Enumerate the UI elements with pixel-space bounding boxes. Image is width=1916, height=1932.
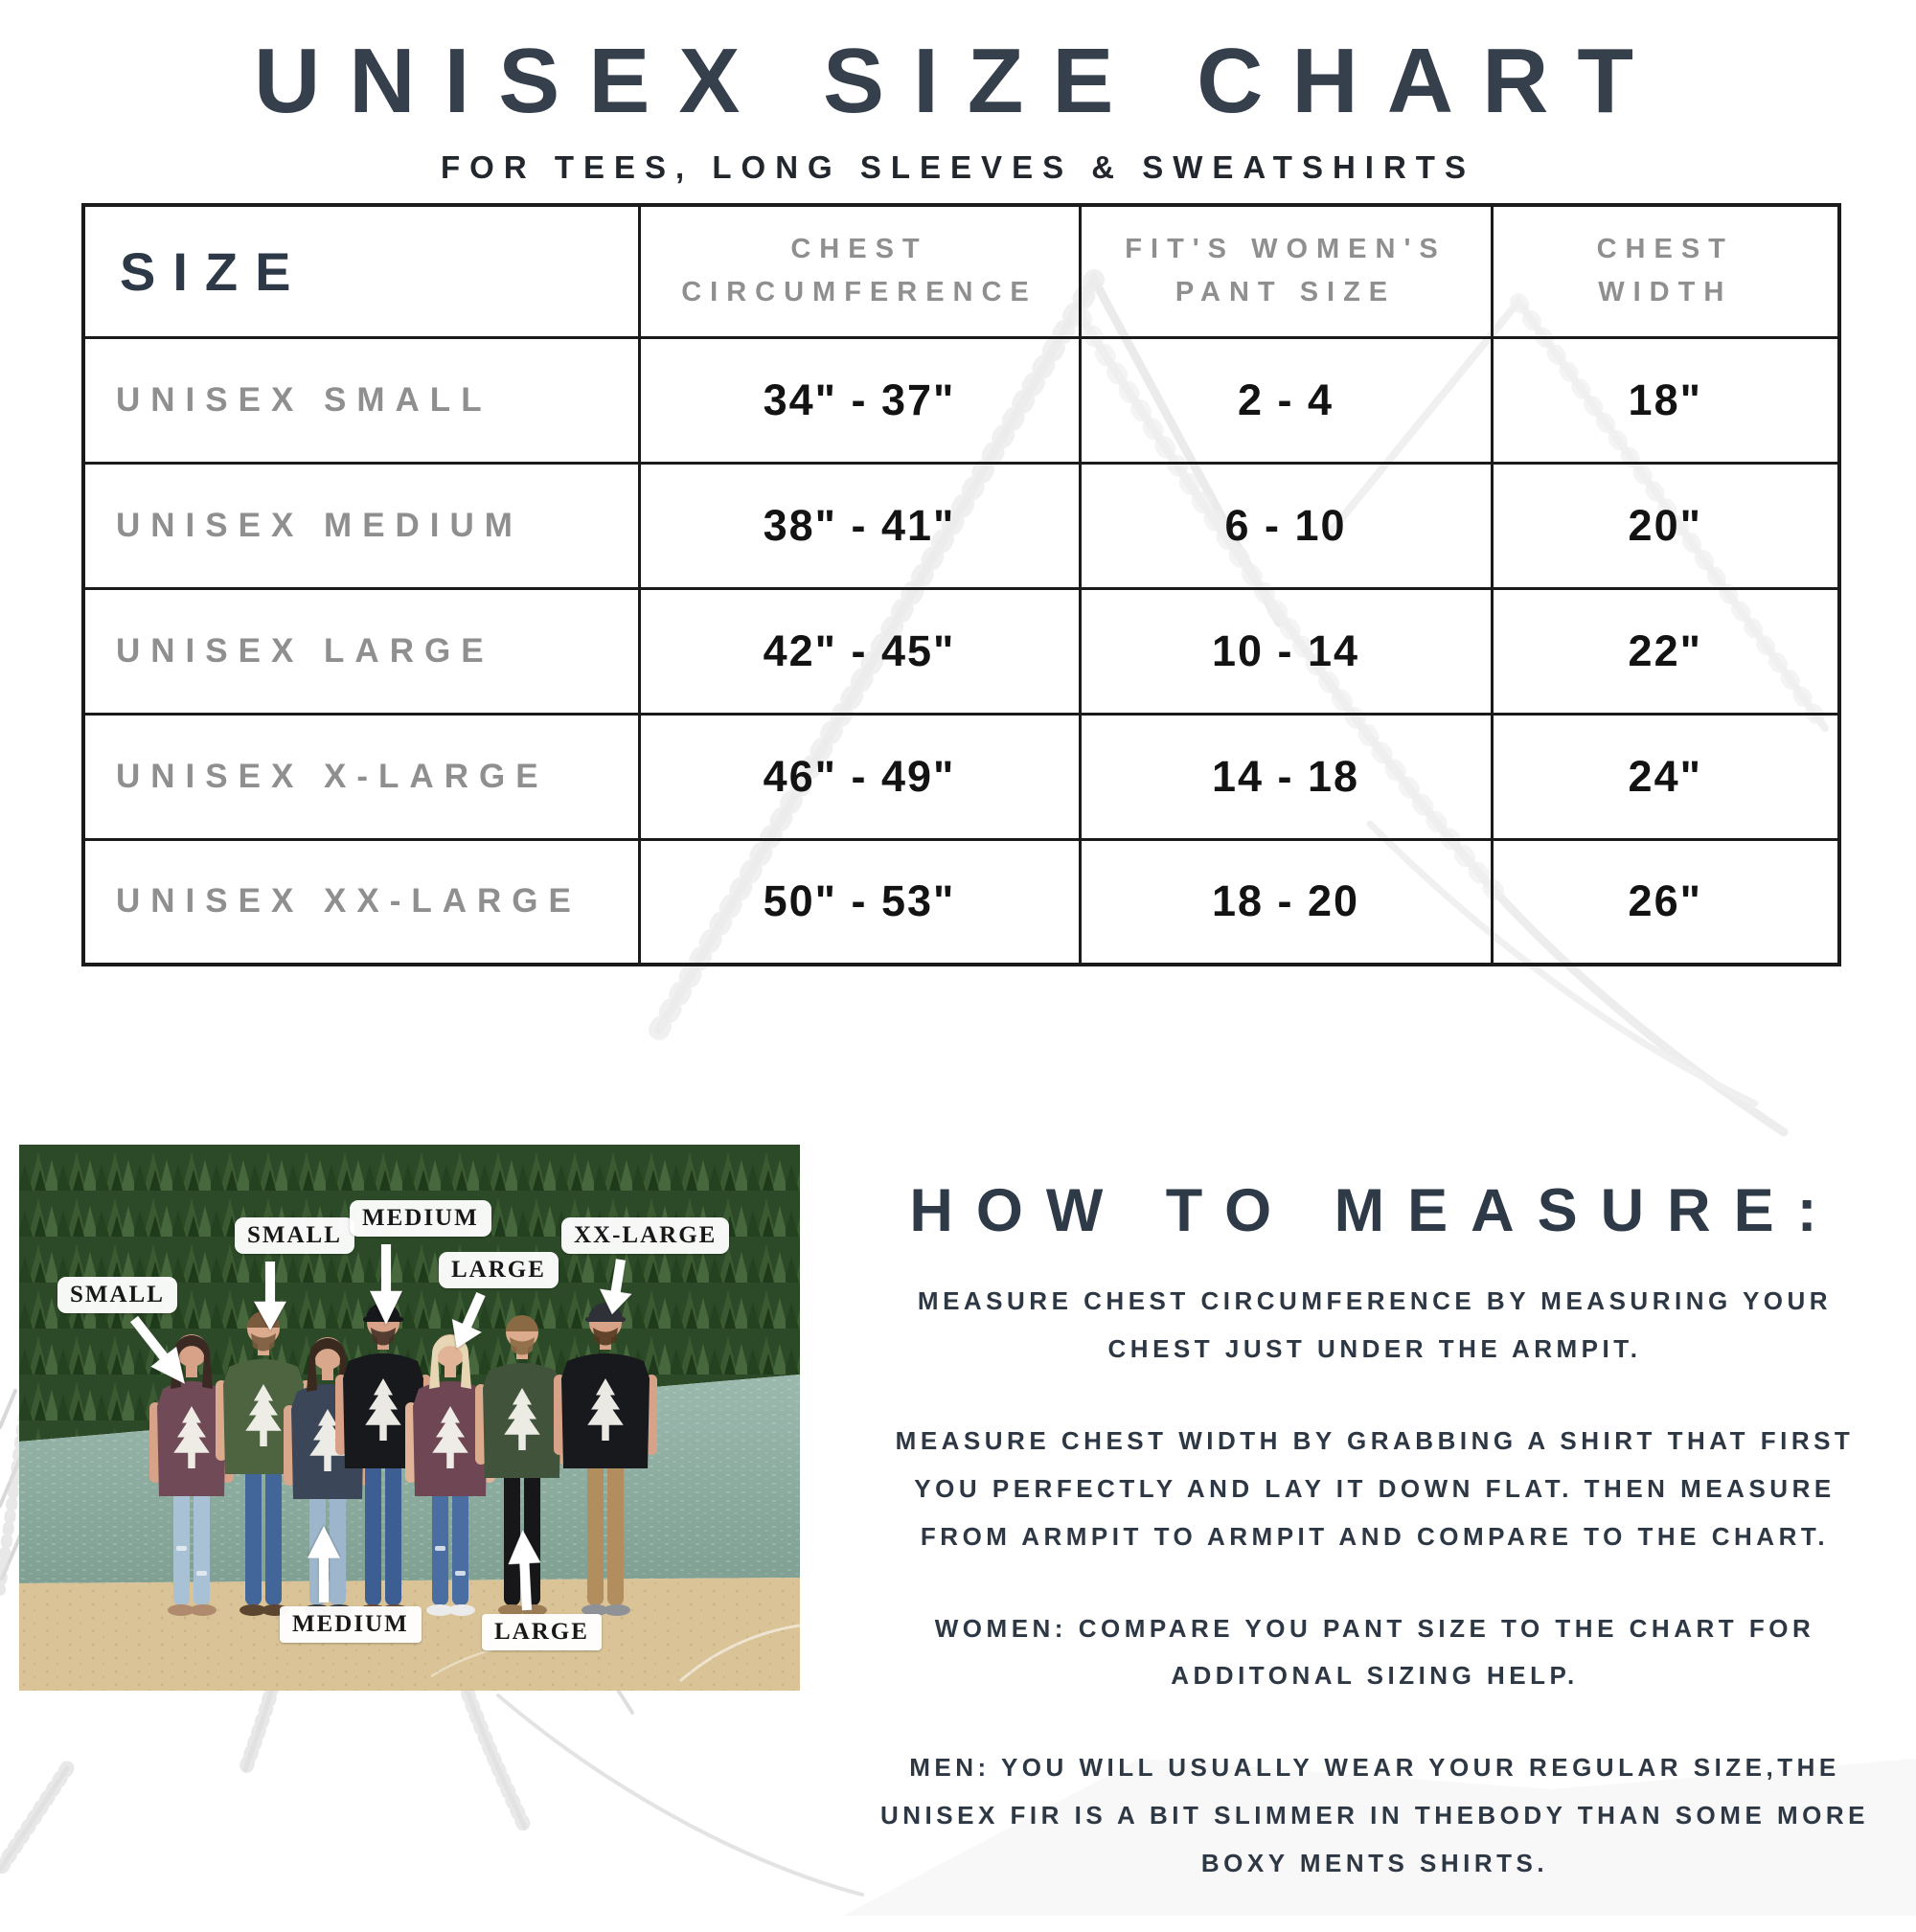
chest-width-value: 22" <box>1490 586 1841 716</box>
size-label-medium-bottom: MEDIUM <box>280 1606 422 1643</box>
measure-paragraph-men: MEN: YOU WILL USUALLY WEAR YOUR REGULAR … <box>879 1753 1870 1878</box>
table-row-small: UNISEX SMALL 34" - 37" 2 - 4 18" <box>81 335 1841 465</box>
arrow-up-icon <box>508 1530 541 1611</box>
arrow-down-icon <box>599 1259 632 1315</box>
how-to-measure-section: HOW TO MEASURE: MEASURE CHEST CIRCUMFERE… <box>867 1176 1882 1932</box>
measure-paragraph-width: MEASURE CHEST WIDTH BY GRABBING A SHIRT … <box>895 1425 1855 1551</box>
person <box>405 1334 495 1616</box>
size-name: UNISEX XX-LARGE <box>81 837 641 966</box>
arrow-down-right-icon <box>129 1315 185 1384</box>
table-row-large: UNISEX LARGE 42" - 45" 10 - 14 22" <box>81 586 1841 716</box>
group-photo: SMALL SMALL MEDIUM LARGE XX-LARGE MEDIUM… <box>19 1145 800 1691</box>
chest-width-value: 18" <box>1490 335 1841 465</box>
size-label-medium-top: MEDIUM <box>350 1200 491 1237</box>
person <box>554 1303 657 1616</box>
measure-paragraph-circumference: MEASURE CHEST CIRCUMFERENCE BY MEASURING… <box>917 1286 1833 1363</box>
people-group <box>149 1303 657 1616</box>
chest-width-value: 20" <box>1490 461 1841 590</box>
table-row-medium: UNISEX MEDIUM 38" - 41" 6 - 10 20" <box>81 461 1841 590</box>
pant-size-value: 6 - 10 <box>1078 461 1494 590</box>
column-header-chest-width: CHEST WIDTH <box>1490 203 1841 339</box>
measure-paragraph-women: WOMEN: COMPARE YOU PANT SIZE TO THE CHAR… <box>934 1613 1815 1691</box>
chest-width-value: 26" <box>1490 837 1841 966</box>
size-name: UNISEX MEDIUM <box>81 461 641 590</box>
person <box>335 1303 431 1616</box>
arrow-down-icon <box>254 1261 286 1330</box>
chest-circumference-value: 34" - 37" <box>637 335 1082 465</box>
column-header-size: SIZE <box>81 203 641 339</box>
arrow-down-icon <box>370 1244 402 1325</box>
chest-width-value: 24" <box>1490 712 1841 841</box>
size-table: SIZE CHEST CIRCUMFERENCE FIT'S WOMEN'S P… <box>81 203 1841 966</box>
column-header-chest-circumference: CHEST CIRCUMFERENCE <box>637 203 1082 339</box>
pant-size-value: 18 - 20 <box>1078 837 1494 966</box>
pant-size-value: 2 - 4 <box>1078 335 1494 465</box>
chest-circumference-value: 42" - 45" <box>637 586 1082 716</box>
chest-circumference-value: 46" - 49" <box>637 712 1082 841</box>
size-name: UNISEX X-LARGE <box>81 712 641 841</box>
page-subtitle: FOR TEES, LONG SLEEVES & SWEATSHIRTS <box>441 149 1475 185</box>
chest-circumference-value: 50" - 53" <box>637 837 1082 966</box>
arrow-up-icon <box>308 1526 340 1602</box>
size-label-xx-large-top: XX-LARGE <box>561 1217 730 1254</box>
chest-circumference-value: 38" - 41" <box>637 461 1082 590</box>
column-header-womens-pant-size: FIT'S WOMEN'S PANT SIZE <box>1078 203 1494 339</box>
pant-size-value: 10 - 14 <box>1078 586 1494 716</box>
watermark-fill <box>843 1759 1916 1916</box>
table-row-x-large: UNISEX X-LARGE 46" - 49" 14 - 18 24" <box>81 712 1841 841</box>
size-label-large-bottom: LARGE <box>482 1614 602 1650</box>
size-name: UNISEX SMALL <box>81 335 641 465</box>
pant-size-value: 14 - 18 <box>1078 712 1494 841</box>
size-label-large-top: LARGE <box>439 1252 559 1288</box>
table-header-row: SIZE CHEST CIRCUMFERENCE FIT'S WOMEN'S P… <box>81 203 1841 339</box>
how-to-measure-heading: HOW TO MEASURE: <box>909 1177 1840 1244</box>
size-label-small-left: SMALL <box>57 1277 177 1313</box>
size-name: UNISEX LARGE <box>81 586 641 716</box>
arrow-down-left-icon <box>451 1291 486 1349</box>
table-row-xx-large: UNISEX XX-LARGE 50" - 53" 18 - 20 26" <box>81 837 1841 966</box>
size-label-small-top: SMALL <box>235 1217 354 1254</box>
page-title: UNISEX SIZE CHART <box>253 30 1663 132</box>
